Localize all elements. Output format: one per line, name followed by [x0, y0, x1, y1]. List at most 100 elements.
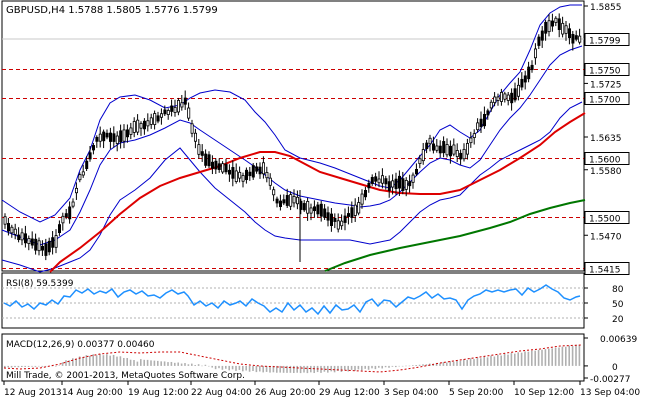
candle — [98, 126, 102, 148]
macd-bar — [466, 360, 468, 366]
macd-bar — [238, 365, 241, 370]
macd-bar — [378, 365, 380, 368]
candle — [323, 204, 327, 220]
macd-bar — [327, 365, 329, 373]
candle — [289, 191, 293, 211]
macd-bar — [150, 360, 152, 366]
macd-bar — [146, 359, 149, 366]
time-tick-label: 3 Sep 04:00 — [384, 388, 439, 398]
candle — [367, 179, 371, 193]
macd-bar — [82, 357, 84, 366]
macd-bar — [483, 356, 485, 366]
candle — [234, 163, 238, 184]
candle — [571, 30, 575, 51]
macd-bar — [299, 365, 302, 374]
macd-bar — [554, 347, 557, 366]
candle — [272, 186, 276, 202]
candle — [486, 108, 490, 120]
candle — [391, 174, 395, 195]
macd-bar — [361, 365, 363, 371]
candle — [136, 114, 140, 136]
time-tick-label: 5 Sep 20:00 — [449, 388, 504, 398]
macd-bar — [177, 362, 179, 366]
macd-bar — [310, 365, 312, 373]
candle — [564, 21, 568, 41]
rsi-axis: 80 50 20 — [584, 285, 624, 325]
macd-bar — [235, 365, 237, 371]
candle — [421, 142, 425, 165]
bollinger-lower-band — [1, 101, 583, 273]
moving-average-fast — [49, 112, 586, 273]
macd-bar — [272, 365, 275, 373]
macd-bar — [541, 349, 543, 366]
macd-bar — [354, 365, 356, 371]
candle — [295, 190, 299, 210]
time-tick-label: 10 Sep 12:00 — [514, 388, 574, 398]
candle — [37, 237, 41, 256]
macd-bar — [517, 352, 519, 366]
macd-bar — [578, 345, 581, 366]
candle — [547, 14, 551, 37]
candle — [163, 105, 167, 117]
candle — [489, 99, 493, 112]
macd-bar — [123, 357, 125, 366]
macd-bar — [75, 358, 77, 366]
candle — [7, 217, 11, 236]
macd-histogram — [4, 344, 581, 374]
time-tick-label: 22 Aug 04:00 — [191, 388, 252, 398]
macd-bar — [201, 365, 203, 367]
price-tick-label: 1.5725 — [590, 80, 622, 90]
candle — [557, 13, 561, 38]
candle — [129, 122, 133, 140]
candle — [568, 23, 572, 45]
candle — [187, 102, 191, 121]
macd-bar — [119, 356, 122, 366]
candle — [374, 172, 378, 187]
macd-bar — [68, 360, 71, 366]
macd-bar — [106, 354, 108, 366]
candle — [115, 131, 119, 152]
macd-bar — [422, 364, 424, 366]
candle — [109, 127, 113, 149]
candle — [506, 91, 510, 106]
rsi-panel[interactable]: RSI(8) 59.5399 — [1, 272, 585, 329]
macd-bar — [95, 355, 98, 366]
macd-bar — [41, 365, 43, 367]
macd-bar — [259, 365, 261, 372]
time-tick-label: 13 Sep 04:00 — [580, 388, 640, 398]
candle — [292, 189, 296, 208]
candle — [360, 189, 364, 209]
macd-bar — [514, 353, 516, 366]
macd-bar — [44, 365, 47, 367]
candle — [255, 162, 259, 174]
candle — [180, 94, 184, 111]
main-chart-panel[interactable]: GBPUSD,H4 1.5788 1.5805 1.5776 1.5799 — [1, 0, 586, 273]
macd-bar — [459, 360, 462, 366]
candle — [61, 212, 65, 231]
candle — [139, 121, 143, 136]
price-tick-label: 1.5470 — [590, 232, 622, 242]
candle — [431, 136, 435, 154]
rsi-tick-label: 20 — [612, 315, 624, 325]
macd-bar — [265, 365, 268, 372]
candle — [149, 113, 153, 129]
time-tick-label: 29 Aug 12:00 — [319, 388, 380, 398]
candle — [336, 213, 340, 233]
macd-panel[interactable]: MACD(12,26,9) 0.00377 0.00460 Mill Trade… — [1, 333, 585, 382]
candle — [54, 229, 58, 254]
macd-bar — [398, 365, 400, 367]
macd-bar — [439, 363, 441, 366]
macd-bar — [364, 365, 366, 369]
macd-bar — [497, 354, 499, 366]
svg-text:1.5415: 1.5415 — [589, 266, 621, 276]
macd-bar — [38, 365, 40, 367]
macd-bar — [92, 354, 94, 366]
candle — [302, 200, 306, 212]
level-label: 1.5750 — [584, 63, 630, 77]
candle — [153, 110, 157, 130]
candle — [248, 166, 252, 181]
macd-bar — [527, 351, 530, 366]
macd-axis: 0.00639 0 -0.00277 — [584, 335, 637, 385]
candle — [394, 172, 398, 195]
candle — [92, 142, 96, 155]
